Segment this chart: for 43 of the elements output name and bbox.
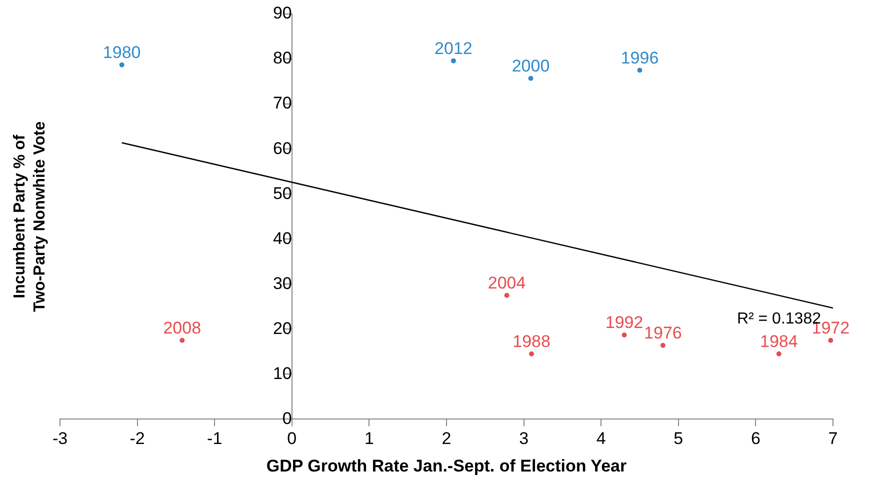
point: [529, 351, 534, 356]
x-tick-label: 3: [519, 429, 529, 448]
point: [776, 351, 782, 356]
x-tick-label: 2: [442, 429, 452, 448]
point: [828, 338, 833, 343]
y-tick-label: 10: [272, 364, 292, 383]
x-tick-label: -1: [207, 429, 222, 448]
x-tick-label: 6: [750, 429, 760, 448]
y-tick-label: 60: [272, 138, 292, 158]
series-label: 2000: [512, 56, 550, 76]
x-tick-label: -2: [130, 429, 145, 448]
point: [660, 342, 666, 348]
point: [528, 76, 534, 81]
y-tick-label: 30: [272, 274, 292, 293]
point: [180, 338, 185, 343]
point: [637, 68, 642, 73]
point: [450, 58, 456, 64]
x-tick-label: 7: [828, 429, 838, 448]
point: [504, 292, 510, 298]
y-tick-label: 80: [272, 48, 292, 68]
x-tick-label: 4: [596, 429, 606, 448]
y-axis-title: Incumbent Party % of Two-Party Nonwhite Vote: [11, 121, 48, 312]
y-tick-label: 70: [272, 94, 292, 113]
point: [622, 332, 627, 338]
y-tick-label: 20: [272, 318, 292, 338]
x-axis-title: GDP Growth Rate Jan.-Sept. of Election Year: [266, 456, 627, 476]
series-label: 1988: [512, 332, 550, 352]
x-tick-label: 5: [674, 429, 684, 448]
y-tick-label: 0: [282, 408, 292, 428]
series-label: 1980: [102, 43, 141, 62]
point: [119, 62, 124, 68]
series-label: 1976: [644, 324, 682, 343]
series-label: 1984: [760, 332, 798, 352]
series-label: 1992: [605, 313, 644, 332]
y-tick-label: 50: [272, 184, 292, 203]
x-tick-label: 1: [364, 429, 374, 448]
y-tick-label: 40: [272, 228, 292, 248]
series-label: 1996: [620, 48, 659, 68]
y-tick-label: 90: [272, 4, 292, 23]
series-label: 2004: [488, 274, 526, 293]
series-label: 2008: [163, 318, 202, 338]
series-label: 2012: [434, 39, 472, 58]
x-tick-label: -3: [52, 429, 68, 448]
